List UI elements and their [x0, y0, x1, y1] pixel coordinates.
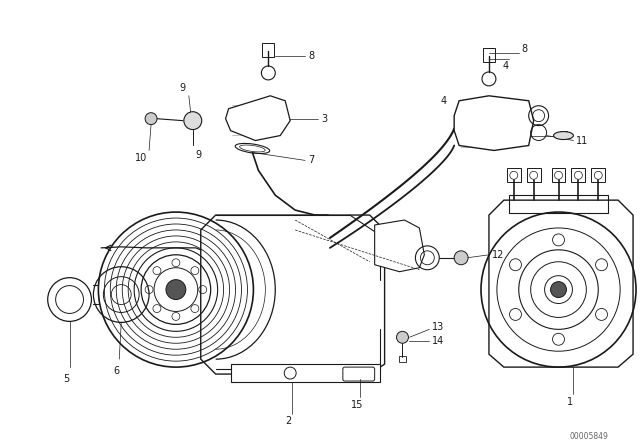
Text: 8: 8	[308, 51, 314, 61]
Text: 9: 9	[196, 151, 202, 160]
Text: 3: 3	[321, 114, 327, 124]
Text: 12: 12	[492, 250, 504, 260]
Polygon shape	[374, 220, 424, 271]
Circle shape	[166, 280, 186, 300]
Text: 9: 9	[180, 83, 186, 93]
Circle shape	[145, 113, 157, 125]
Text: 11: 11	[559, 130, 571, 141]
Text: 13: 13	[432, 323, 445, 332]
Polygon shape	[489, 200, 633, 367]
Text: 15: 15	[351, 400, 363, 410]
Polygon shape	[201, 215, 385, 374]
Circle shape	[397, 332, 408, 343]
Polygon shape	[225, 96, 290, 141]
Text: 6: 6	[113, 366, 119, 376]
Polygon shape	[454, 96, 534, 151]
Text: 11: 11	[577, 136, 589, 146]
FancyBboxPatch shape	[230, 364, 380, 382]
Text: 8: 8	[522, 44, 528, 54]
Text: 00005849: 00005849	[570, 432, 608, 441]
Text: 5: 5	[63, 374, 70, 384]
Circle shape	[184, 112, 202, 129]
Circle shape	[454, 251, 468, 265]
Ellipse shape	[554, 132, 573, 139]
Text: 4: 4	[440, 96, 446, 106]
Circle shape	[550, 282, 566, 297]
Text: 1: 1	[568, 397, 573, 407]
Text: 2: 2	[285, 416, 291, 426]
Text: 4: 4	[503, 61, 509, 71]
Text: 14: 14	[432, 336, 445, 346]
Text: 10: 10	[135, 153, 147, 164]
Text: 7: 7	[308, 155, 314, 165]
